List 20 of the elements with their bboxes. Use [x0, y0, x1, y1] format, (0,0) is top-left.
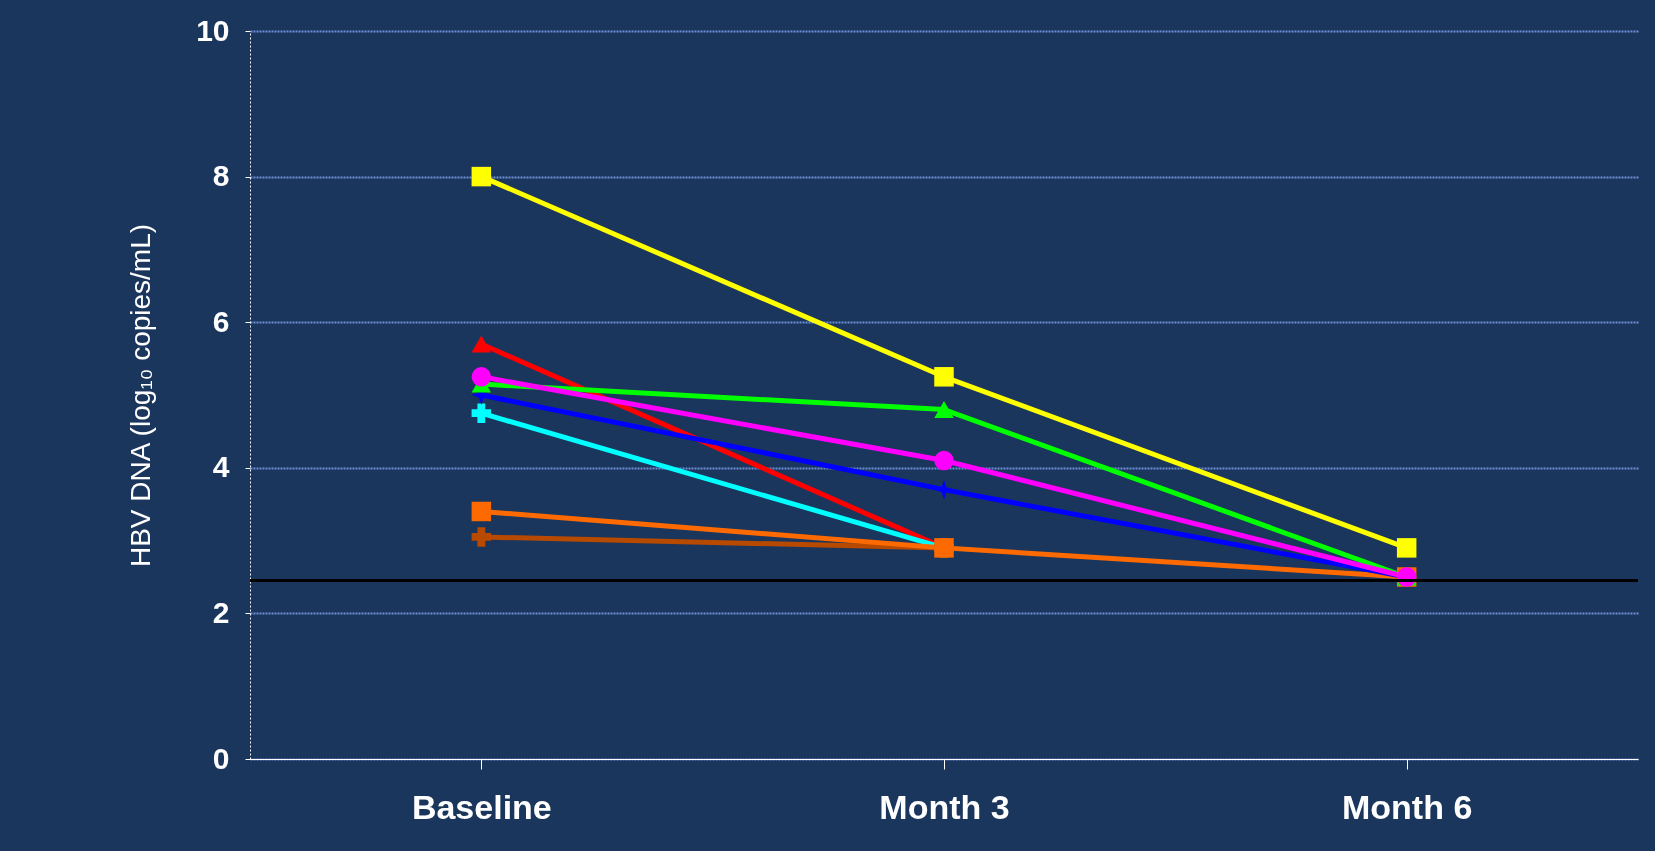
- point: [471, 403, 492, 423]
- y-tick-label: 6: [212, 304, 230, 338]
- point: [471, 166, 492, 187]
- point: [471, 501, 492, 522]
- y-tick-label: 4: [212, 450, 230, 484]
- y-tick-label: 0: [212, 741, 230, 775]
- point: [934, 450, 954, 471]
- x-tick-label: Month 6: [1342, 787, 1473, 826]
- y-tick-label: 10: [196, 13, 230, 47]
- x-tick-label: Month 3: [879, 787, 1010, 826]
- point: [1396, 538, 1417, 558]
- y-tick-label: 2: [212, 595, 230, 629]
- x-tick-label: Baseline: [411, 787, 552, 826]
- point: [934, 367, 954, 387]
- point: [471, 527, 492, 547]
- y-tick-label: 8: [212, 159, 230, 193]
- point: [471, 367, 492, 387]
- y-axis-title: HBV DNA (log₁₀ copies/mL): [125, 223, 157, 568]
- point: [934, 479, 954, 500]
- point: [934, 401, 954, 418]
